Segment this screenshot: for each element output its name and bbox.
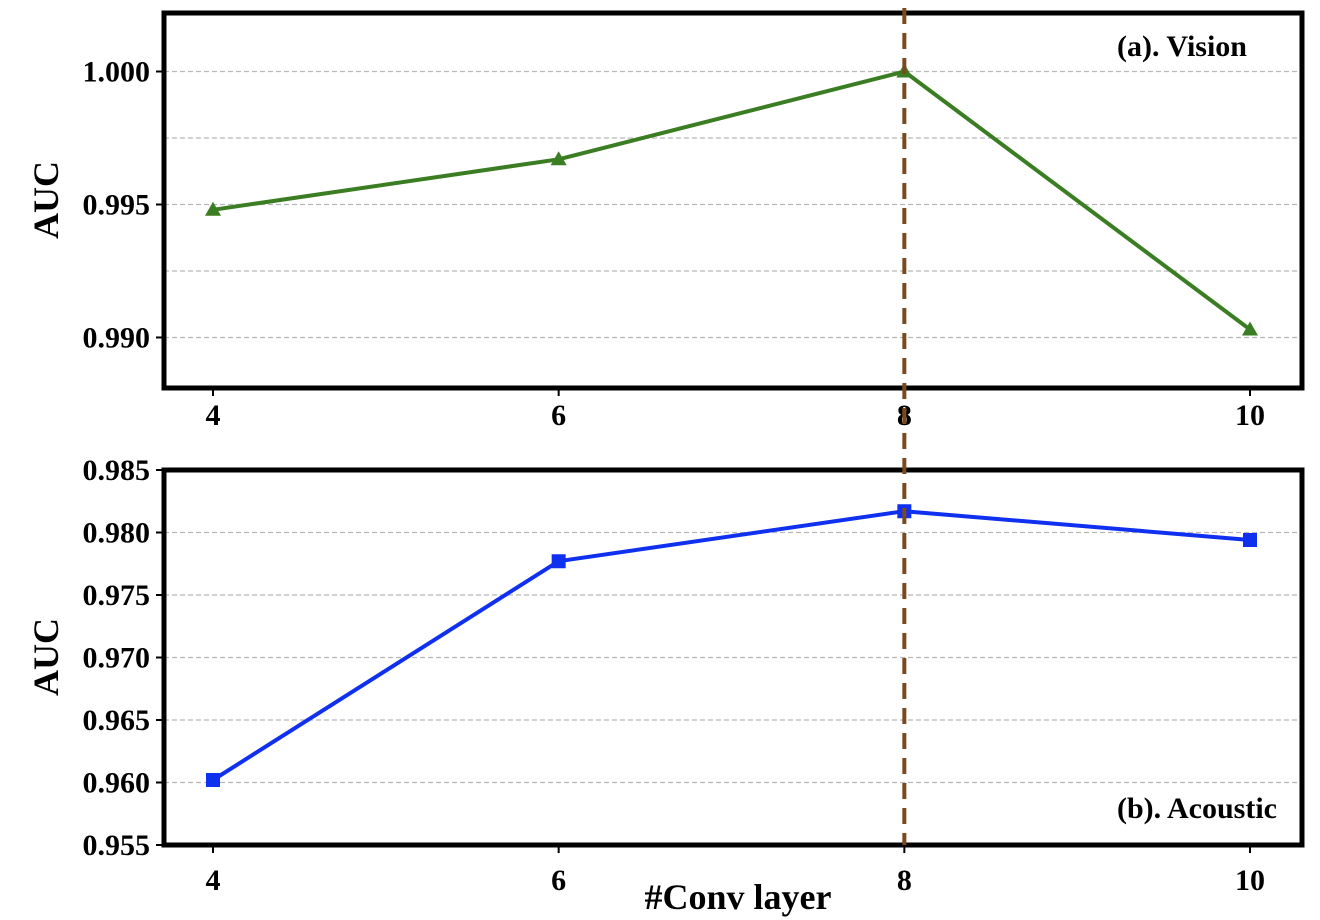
data-point-a-1 [550, 151, 567, 166]
x-tick-label-a-1: 6 [551, 399, 566, 432]
x-tick-label-b-0: 4 [206, 864, 221, 897]
y-tick-label-b-1: 0.960 [83, 767, 151, 800]
data-point-b-0 [206, 773, 220, 787]
panel-title-a: (a). Vision [1117, 30, 1247, 63]
frame-layer [156, 10, 1305, 853]
y-tick-label-a-0: 0.990 [83, 321, 151, 354]
x-tick-label-b-2: 8 [897, 864, 912, 897]
y-tick-label-b-5: 0.980 [83, 517, 151, 550]
y-tick-label-a-2: 1.000 [83, 56, 151, 89]
y-tick-label-a-1: 0.995 [83, 188, 151, 221]
x-tick-label-a-0: 4 [206, 399, 221, 432]
panel-title-b: (b). Acoustic [1117, 792, 1277, 825]
y-axis-label-b: AUC [26, 618, 66, 696]
y-tick-label-b-3: 0.970 [83, 642, 151, 675]
x-tick-label-b-1: 6 [551, 864, 566, 897]
series-line-a-0 [212, 69, 1252, 332]
text-layer: 0.990 0.995 1.000 4 6 8 10 AUC (a). Vision 0.955 0… [26, 30, 1277, 917]
y-tick-label-b-6: 0.985 [83, 454, 151, 487]
y-axis-label-a: AUC [26, 161, 66, 239]
x-axis-label: #Conv layer [645, 877, 832, 917]
data-point-b-3 [1243, 533, 1257, 547]
y-tick-label-b-2: 0.965 [83, 704, 151, 737]
series-line-b-0 [211, 509, 1251, 782]
data-point-b-1 [551, 554, 566, 569]
data-point-a-0 [205, 201, 221, 216]
x-tick-label-a-3: 10 [1235, 399, 1265, 432]
plot-frame-a [161, 10, 1305, 391]
data-point-a-3 [1242, 321, 1258, 336]
x-tick-label-b-3: 10 [1235, 864, 1265, 897]
series-layer [205, 63, 1258, 787]
y-tick-label-b-4: 0.975 [83, 579, 151, 612]
y-tick-label-b-0: 0.955 [83, 829, 151, 862]
grid-layer [164, 70, 1302, 784]
